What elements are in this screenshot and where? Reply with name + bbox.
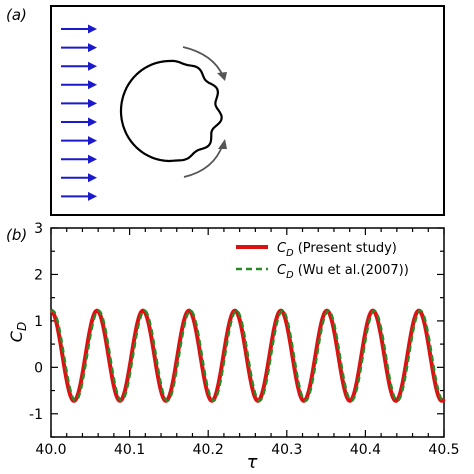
flow-arrows	[61, 24, 97, 201]
x-tick-label: 40.5	[428, 442, 459, 458]
y-axis-label: CD	[7, 322, 29, 342]
panel-a: (a)	[6, 5, 445, 216]
flow-arrow	[61, 191, 97, 201]
y-tick-label: 0	[34, 360, 43, 376]
flow-arrow	[61, 154, 97, 164]
flow-arrow	[61, 98, 97, 108]
flow-arrow	[61, 24, 97, 34]
series-1-peak-point	[373, 309, 376, 312]
y-tick-labels: -1 0 1 2 3	[29, 221, 43, 423]
flow-arrow	[61, 173, 97, 183]
y-tick-label: 3	[34, 221, 43, 237]
series-1-peak-point	[327, 309, 330, 312]
rotation-arrows	[182, 46, 227, 178]
series-0-peak-point	[142, 309, 144, 312]
series-0-peak-point	[188, 309, 190, 312]
domain-box	[50, 5, 445, 216]
x-tick-label: 40.3	[271, 442, 302, 458]
y-tick-label: 2	[34, 267, 43, 283]
x-tick-label: 40.4	[350, 442, 381, 458]
x-tick-label: 40.0	[35, 442, 66, 458]
axis-ticks	[50, 227, 445, 438]
series-1-peak-point	[281, 309, 284, 312]
deformable-cylinder	[119, 59, 223, 163]
series-line-0	[50, 308, 446, 403]
series-1-peak-point	[143, 309, 146, 312]
flow-arrow	[61, 80, 97, 90]
legend-label-wu-2007: CD (Wu et al.(2007))	[277, 263, 409, 281]
panel-b: (b) -1 0 1 2 3 40.0 40.1 40.2 40.3 40.4 40.5 τ CD…	[6, 221, 460, 473]
flow-arrow	[61, 117, 97, 127]
plot-frame	[50, 227, 445, 438]
flow-arrow	[61, 43, 97, 53]
panel-b-label: (b)	[6, 226, 27, 244]
legend: CD (Present study) CD (Wu et al.(2007))	[236, 241, 409, 281]
x-tick-label: 40.2	[193, 442, 224, 458]
arrow-head	[218, 139, 227, 149]
series-1-peak-point	[189, 309, 192, 312]
rotation-arrow-top	[182, 46, 224, 77]
series-1-peak-point	[235, 309, 238, 312]
panel-a-label: (a)	[6, 6, 27, 24]
x-axis-label: τ	[247, 452, 258, 473]
x-tick-label: 40.1	[114, 442, 145, 458]
legend-label-present-study: CD (Present study)	[277, 241, 397, 259]
y-tick-label: 1	[34, 314, 43, 330]
y-tick-label: -1	[29, 407, 43, 423]
series-1-peak-point	[97, 309, 100, 312]
flow-arrow	[61, 61, 97, 71]
series-1-peak-point	[51, 309, 54, 312]
series-line-1	[50, 309, 445, 403]
arrow-head	[217, 72, 227, 81]
flow-arrow	[61, 136, 97, 146]
series-1-peak-point	[419, 309, 422, 312]
x-tick-labels: 40.0 40.1 40.2 40.3 40.4 40.5	[35, 442, 459, 458]
curves	[50, 308, 446, 403]
